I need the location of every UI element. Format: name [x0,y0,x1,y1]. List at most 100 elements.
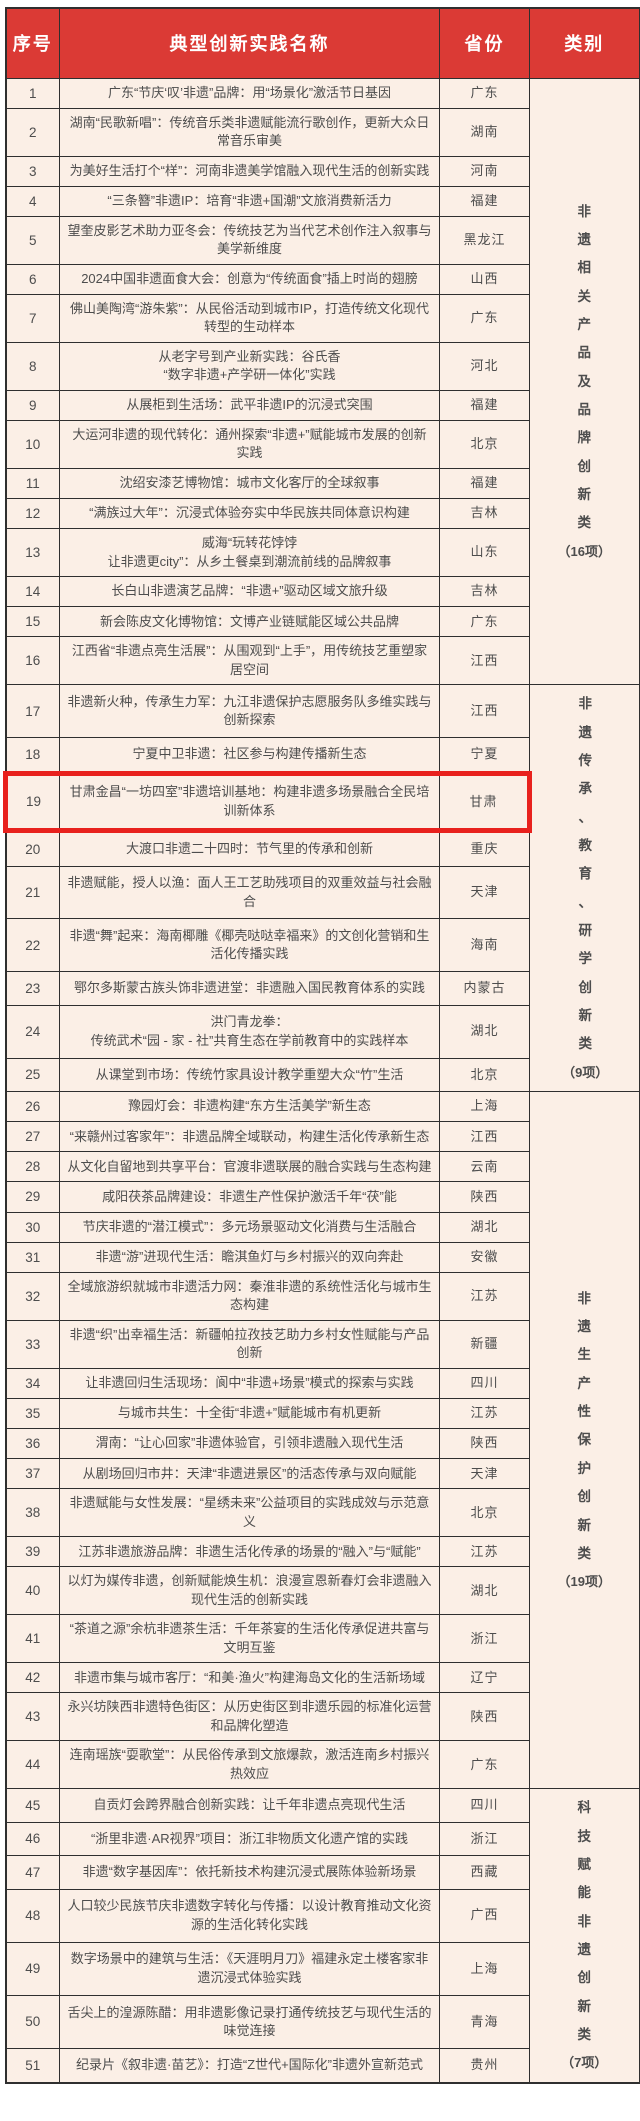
province: 福建 [439,467,530,499]
practice-name: 节庆非遗的“潜江模式”：多元场景驱动文化消费与生活融合 [59,1211,440,1243]
practice-name: “茶道之源”余杭非遗茶生活：千年茶宴的生活化传承促进共富与文明互鉴 [59,1614,440,1664]
table-row: 2 湖南“民歌新唱”：传统音乐类非遗赋能流行歌创作，更新大众日常音乐审美 湖南 [5,107,640,157]
table-row: 46 “浙里非遗·AR视界”项目：浙江非物质文化遗产馆的实践 浙江 [5,1821,640,1857]
header-category: 类别 [529,7,640,79]
province: 海南 [439,918,530,973]
row-index: 34 [5,1367,60,1399]
row-index: 30 [5,1211,60,1243]
province: 江西 [439,636,530,686]
row-index: 35 [5,1397,60,1430]
practice-name: 非遗赋能与女性发展：“星绣未来”公益项目的实践成效与示范意义 [59,1488,440,1538]
practice-name: 大运河非遗的现代转化：通州探索“非遗+”赋能城市发展的创新实践 [59,419,440,469]
province: 广东 [439,293,530,343]
province: 吉林 [439,497,530,530]
row-index: 1 [5,77,60,109]
table-row: 22 非遗“舞”起来：海南椰雕《椰壳哒哒幸福来》的文创化营销和生活化传播实践 海南 [5,918,640,973]
table-row: 4 “三条簪”非遗IP：培育“非遗+国潮”文旅消费新活力 福建 [5,185,640,217]
practice-name: 长白山非遗演艺品牌：“非遗+”驱动区域文旅升级 [59,576,440,608]
category-label-char: 新 [578,1008,593,1024]
province: 陕西 [439,1692,530,1742]
row-index: 51 [5,2048,60,2084]
category-vertical-label: 非遗相关产品及品牌创新类 （16项） [534,198,635,565]
row-index: 2 [5,107,60,157]
category-label-char: 能 [577,1885,592,1901]
row-index: 32 [5,1271,60,1321]
practice-name: 为美好生活打个“样”：河南非遗美学馆融入现代生活的创新实践 [59,155,440,187]
practice-name: 非遗“舞”起来：海南椰雕《椰壳哒哒幸福来》的文创化营销和生活化传播实践 [59,918,440,973]
table-row: 11 沈绍安漆艺博物馆：城市文化客厅的全球叙事 福建 [5,467,640,499]
province: 云南 [439,1151,530,1183]
practice-name: 自贡灯会跨界融合创新实践：让千年非遗点亮现代生活 [59,1788,440,1823]
province: 浙江 [439,1821,530,1857]
table-row: 7 佛山美陶湾“游朱紫”：从民俗活动到城市IP，打造传统文化现代转型的生动样本 广东 [5,293,640,343]
province: 福建 [439,389,530,421]
category-label-char: 新 [577,1998,592,2014]
row-index: 31 [5,1241,60,1273]
row-index: 12 [5,497,60,530]
practice-name: 从课堂到市场：传统竹家具设计教学重塑大众“竹”生活 [59,1057,440,1093]
practice-name: 咸阳茯茶品牌建设：非遗生产性保护激活千年“茯”能 [59,1181,440,1213]
province: 新疆 [439,1319,530,1369]
practice-name: 佛山美陶湾“游朱紫”：从民俗活动到城市IP，打造传统文化现代转型的生动样本 [59,293,440,343]
row-index: 43 [5,1692,60,1742]
category-label-char: 创 [578,979,593,995]
category-cell: 非遗传承、教育、研学创新类（9项） [529,684,640,1093]
header-province: 省份 [439,7,530,79]
row-index: 45 [5,1788,60,1823]
practice-name: 大渡口非遗二十四时：节气里的传承和创新 [59,830,440,867]
practice-name: “三条簪”非遗IP：培育“非遗+国潮”文旅消费新活力 [59,185,440,217]
table-row: 29 咸阳茯茶品牌建设：非遗生产性保护激活千年“茯”能 陕西 [5,1181,640,1213]
province: 江西 [439,1121,530,1153]
practice-name: 非遗市集与城市客厅：“和美·渔火”构建海岛文化的生活新场域 [59,1662,440,1694]
table-body: 1 广东“节庆‘叹’非遗”品牌：用“场景化”激活节日基因广东非遗相关产品及品牌创新… [3,77,640,2084]
table-row: 37 从剧场回归市井：天津“非遗进景区”的活态传承与双向赋能 天津 [5,1458,640,1490]
practice-name: 威海“玩转花饽饽 让非遗更city”：从乡土餐桌到潮流前线的品牌叙事 [59,528,440,578]
province: 重庆 [439,830,530,867]
practice-name: 广东“节庆‘叹’非遗”品牌：用“场景化”激活节日基因 [59,77,440,109]
practice-name: 数字场景中的建筑与生活：《天涯明月刀》福建永定土楼客家非遗沉浸式体验实践 [59,1941,440,1996]
province: 贵州 [439,2048,530,2084]
practice-name: 非遗新火种，传承生力军：九江非遗保护志愿服务队多维实践与创新探索 [59,684,440,739]
row-index: 48 [5,1888,60,1943]
practice-name: “满族过大年”：沉浸式体验夯实中华民族共同体意识构建 [59,497,440,530]
row-index: 20 [5,830,60,867]
row-index: 27 [5,1121,60,1153]
table-row: 42 非遗市集与城市客厅：“和美·渔火”构建海岛文化的生活新场域 辽宁 [5,1662,640,1694]
category-label-char: 相 [577,260,592,276]
province: 天津 [439,865,530,920]
table-row: 30 节庆非遗的“潜江模式”：多元场景驱动文化消费与生活融合 湖北 [5,1211,640,1243]
row-index: 24 [5,1004,60,1059]
province: 辽宁 [439,1662,530,1694]
category-label-char: 类 [577,1545,592,1561]
practice-name: “浙里非遗·AR视界”项目：浙江非物质文化遗产馆的实践 [59,1821,440,1857]
row-index: 25 [5,1057,60,1093]
row-index: 42 [5,1662,60,1694]
row-index: 23 [5,971,60,1006]
table-row: 13 威海“玩转花饽饽 让非遗更city”：从乡土餐桌到潮流前线的品牌叙事 山东 [5,528,640,578]
province: 广西 [439,1888,530,1943]
category-label-char: 遗 [577,1319,592,1335]
category-label-char: 产 [577,317,592,333]
province: 福建 [439,185,530,217]
practice-name: 渭南：“让心回家”非遗体验官，引领非遗融入现代生活 [59,1428,440,1460]
province: 内蒙古 [439,971,530,1006]
practice-name: 新会陈皮文化博物馆：文博产业链赋能区域公共品牌 [59,606,440,638]
category-label-char: 传 [578,752,593,768]
category-label-char: 非 [577,1913,592,1929]
row-index: 3 [5,155,60,187]
category-label-char: 类 [577,2026,592,2042]
row-index: 5 [5,215,60,265]
table-row: 6 2024中国非遗面食大会：创意为“传统面食”插上时尚的翅膀 山西 [5,263,640,295]
category-label-char: 、 [578,809,593,825]
table-row: 25 从课堂到市场：传统竹家具设计教学重塑大众“竹”生活 北京 [5,1057,640,1093]
category-label-char: 创 [577,1489,592,1505]
table-row: 32 全域旅游织就城市非遗活力网：秦淮非遗的系统性活化与城市生态构建 江苏 [5,1271,640,1321]
province: 湖北 [439,1211,530,1243]
row-index: 13 [5,528,60,578]
header-index: 序号 [5,7,60,79]
category-label-char: 教 [578,837,593,853]
category-label-char: 及 [577,373,592,389]
table-row: 26 豫园灯会：非遗构建“东方生活美学”新生态 上海非遗生产性保护创新类 （19项） [5,1091,640,1790]
table-row: 28 从文化自留地到共享平台：官渡非遗联展的融合实践与生态构建 云南 [5,1151,640,1183]
